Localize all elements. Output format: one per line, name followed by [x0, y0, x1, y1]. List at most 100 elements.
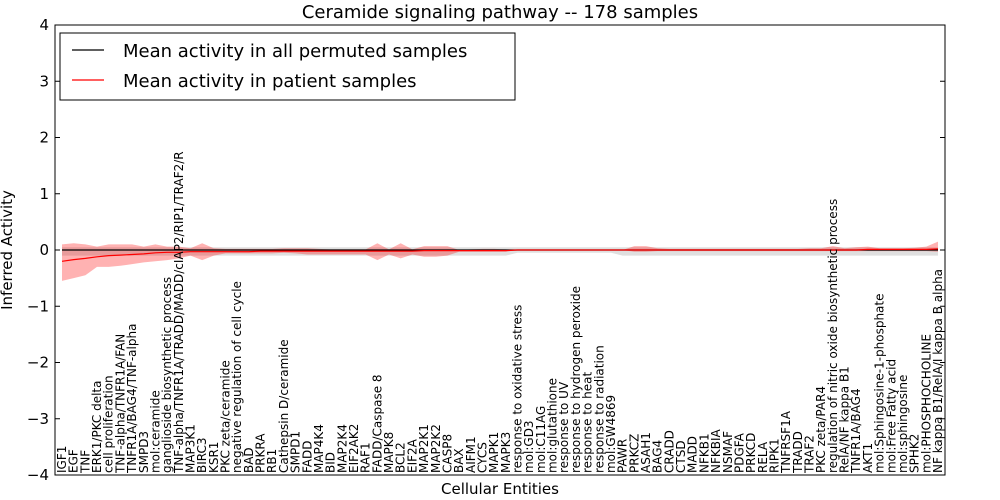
x-tick-label: mol:Sphingosine-1-phosphate	[873, 294, 887, 474]
x-tick-label: TNFRSF1A	[779, 410, 793, 474]
legend-box	[59, 32, 516, 101]
x-tick-label: EIF2A	[405, 438, 419, 473]
x-tick-label: EIF2AK2	[347, 424, 361, 473]
x-tick-label: MAP2K2	[429, 424, 443, 473]
x-tick-label: TNFR1A/BAG4	[849, 388, 863, 474]
x-tick-label: BAX	[452, 448, 466, 473]
x-tick-label: PAWR	[616, 439, 630, 473]
x-tick-label: ganglioside biosynthetic process	[160, 277, 174, 473]
confidence-bands	[62, 241, 938, 281]
x-tick-label: TRAF2	[803, 435, 817, 474]
x-tick-label: RIPK1	[767, 438, 781, 473]
x-tick-label: SMPD1	[289, 431, 303, 473]
x-tick-label: NFKBIA	[709, 428, 723, 473]
x-tick-label: PDGFA	[732, 432, 746, 473]
x-tick-label: TNF-alpha/TNFR1A/TRADD/MADD/cIAP2/RIP1/T…	[172, 151, 186, 474]
x-tick-label: RelA/NF kappa B1	[838, 366, 852, 473]
x-tick-label: MADD	[686, 436, 700, 473]
x-tick-label: mol:Free Fatty acid	[884, 359, 898, 473]
x-tick-label: PRKCD	[744, 433, 758, 473]
x-tick-label: IGF1	[55, 446, 69, 473]
line-patient	[61, 248, 939, 262]
y-tick-label: 1	[39, 185, 49, 203]
plot-frame	[54, 24, 946, 476]
x-tick-label: negative regulation of cell cycle	[230, 281, 244, 473]
x-tick-label: mol:ceramide	[148, 390, 162, 473]
x-tick-label: mol:PHOSPHOCHOLINE	[919, 334, 933, 473]
legend-label-patient: Mean activity in patient samples	[123, 71, 417, 92]
x-tick-label: TRADD	[791, 431, 805, 474]
x-tick-label: PKC zeta/PAR4	[814, 386, 828, 473]
x-tick-label: regulation of nitric oxide biosynthetic …	[826, 199, 840, 473]
x-tick-label: MAP3K1	[183, 424, 197, 473]
x-tick-label: CTSD	[674, 440, 688, 473]
x-tick-label: SPHK2	[908, 434, 922, 473]
x-tick-label: response to UV	[557, 381, 571, 473]
x-tick-label: RB1	[265, 449, 279, 473]
x-tick-label: BCL2	[394, 442, 408, 473]
x-tick-label: response to hydrogen peroxide	[569, 286, 583, 473]
x-tick-label: PRKCZ	[627, 434, 641, 473]
y-ticks: −4 −3 −2 −1 0 1 2 3 4	[27, 16, 945, 484]
y-tick-label: 0	[39, 241, 49, 259]
y-tick-label: −1	[27, 297, 49, 315]
x-tick-label: MAP4K4	[312, 424, 326, 473]
x-tick-label: mol:sphingosine	[896, 375, 910, 473]
x-tick-label: mol:GD3	[522, 420, 536, 473]
x-tick-label: Cathepsin D/ceramide	[277, 339, 291, 473]
y-tick-label: −3	[27, 410, 49, 428]
x-tick-label: BAG4	[651, 440, 665, 473]
x-tick-label: PRKRA	[254, 433, 268, 473]
x-tick-label: KSR1	[207, 442, 221, 473]
x-tick-label: MAP2K4	[335, 424, 349, 473]
x-tick-label: cell proliferation	[102, 375, 116, 473]
x-tick-label: MAPK1	[487, 432, 501, 473]
x-tick-label: mol:GW4869	[604, 395, 618, 473]
x-tick-label: CASP8	[440, 434, 454, 473]
x-tick-label: response to radiation	[592, 345, 606, 473]
x-tick-label: mol:glutathione	[546, 378, 560, 473]
x-tick-label: AIFM1	[464, 436, 478, 473]
x-tick-label: response to heat	[581, 371, 595, 473]
x-tick-label: PKC zeta/ceramide	[219, 360, 233, 473]
x-tick-label: FADD/Caspase 8	[370, 374, 384, 473]
x-tick-label: CRADD	[662, 430, 676, 473]
legend: Mean activity in all permuted samples Me…	[59, 32, 516, 101]
y-tick-label: −4	[27, 466, 49, 484]
x-tick-label: response to oxidative stress	[511, 305, 525, 473]
x-tick-label: NFKB1	[697, 433, 711, 473]
x-tick-label: EGF	[67, 449, 81, 473]
x-tick-label: ERK1/PKC delta	[90, 380, 104, 473]
x-tick-label: ASAH1	[639, 432, 653, 473]
x-tick-label: NSMAF	[721, 431, 735, 473]
y-tick-label: −2	[27, 354, 49, 372]
x-tick-label: TNF-alpha/TNFR1A/FAN	[113, 334, 127, 474]
y-tick-label: 3	[39, 72, 49, 90]
x-tick-label: MAPK8	[382, 432, 396, 473]
x-tick-label: RAF1	[359, 442, 373, 473]
x-tick-label: BID	[324, 452, 338, 473]
x-tick-label: TNF	[78, 450, 92, 474]
y-axis-label: Inferred Activity	[0, 190, 16, 310]
x-tick-label: mol:C11AG	[534, 406, 548, 473]
x-tick-label: SMPD3	[137, 431, 151, 473]
chart-title: Ceramide signaling pathway -- 178 sample…	[302, 2, 698, 23]
x-tick-label: BIRC3	[195, 437, 209, 473]
x-tick-label: AKT1	[861, 443, 875, 473]
x-tick-label: RELA	[756, 441, 770, 473]
y-tick-label: 4	[39, 16, 49, 34]
x-tick-label: FADD	[300, 441, 314, 474]
x-tick-label: MAPK3	[499, 432, 513, 473]
y-tick-label: 2	[39, 129, 49, 147]
x-tick-label: BAD	[242, 447, 256, 473]
legend-label-permuted: Mean activity in all permuted samples	[123, 41, 467, 62]
x-tick-label: CYCS	[475, 442, 489, 473]
x-tick-label: NF kappa B1/RelA/I kappa B alpha	[931, 269, 945, 473]
x-tick-label: TNFR1A/BAG4/TNF-alpha	[125, 324, 139, 474]
x-tick-label: MAP2K1	[417, 424, 431, 473]
series-lines	[61, 248, 939, 262]
x-axis-label: Cellular Entities	[441, 480, 559, 498]
band-permuted	[62, 247, 938, 256]
